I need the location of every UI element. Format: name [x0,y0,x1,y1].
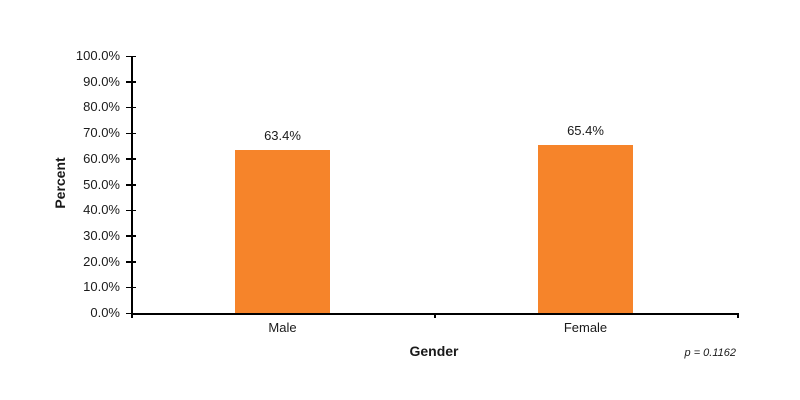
y-tick-label: 100.0% [75,48,120,63]
x-tick [131,313,133,318]
y-tick-label: 60.0% [83,150,120,166]
x-category-label: Male [268,320,297,335]
y-tick [126,261,136,263]
bar-value-label: 65.4% [567,122,604,138]
y-tick-label: 80.0% [83,99,120,115]
y-tick-label: 10.0% [83,279,120,295]
y-tick-label: 30.0% [83,227,120,243]
y-tick-label: 90.0% [83,73,120,89]
x-axis-title: Gender [409,343,459,359]
y-tick [126,235,136,237]
y-tick-label: 20.0% [83,253,120,269]
bar-male [235,150,330,313]
y-tick [126,184,136,186]
x-tick [434,313,436,318]
bar-female [538,144,633,313]
y-tick [126,106,136,109]
x-category-label: Female [563,320,608,335]
y-tick-label: 40.0% [83,202,120,218]
bar-value-label: 63.4% [264,128,301,144]
y-tick-label: 50.0% [83,176,120,192]
y-axis-title: Percent [52,157,68,209]
p-value-annotation: p = 0.1162 [684,347,736,359]
y-tick [126,81,136,83]
y-tick [126,158,136,160]
y-tick [126,55,136,57]
y-tick [126,209,136,212]
y-tick [126,286,136,289]
y-tick-label: 70.0% [83,125,120,141]
x-tick [737,313,739,318]
y-tick [126,132,136,135]
y-tick-label: 0.0% [90,305,120,320]
